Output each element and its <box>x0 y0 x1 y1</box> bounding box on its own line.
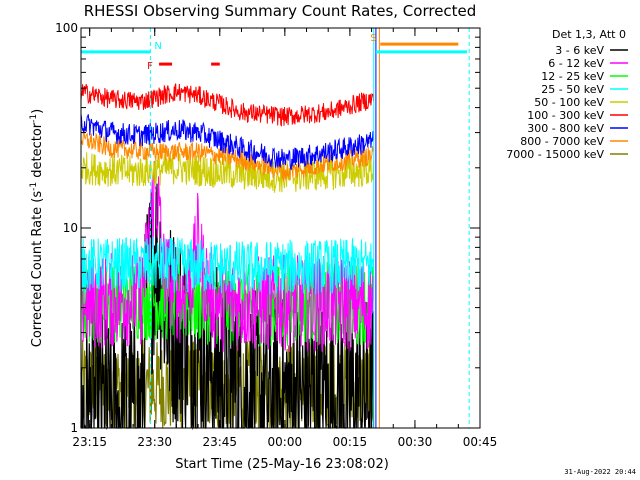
x-tick-label-0: 23:15 <box>72 435 107 449</box>
y-tick-label-2: 100 <box>55 21 78 35</box>
legend-label-0: 3 - 6 keV <box>555 44 604 57</box>
axis-marks: 1 10 100 23:15 23:30 23:45 00:00 00:15 00:30 00:4… <box>55 21 497 449</box>
flag-label-3: F <box>147 61 153 72</box>
x-tick-label-5: 00:30 <box>398 435 433 449</box>
x-tick-label-2: 23:45 <box>202 435 237 449</box>
series-line-4 <box>80 152 374 193</box>
series-line-1 <box>80 160 374 353</box>
series-line-3 <box>80 236 374 295</box>
series-line-6 <box>80 113 374 171</box>
legend-label-1: 6 - 12 keV <box>548 57 604 70</box>
legend-label-5: 100 - 300 keV <box>527 109 604 122</box>
flag-label-2: S <box>370 33 376 44</box>
y-tick-label-0: 1 <box>70 421 78 435</box>
plot-marks <box>80 83 375 431</box>
legend-label-7: 800 - 7000 keV <box>520 135 604 148</box>
legend-label-4: 50 - 100 keV <box>534 96 604 109</box>
y-axis-title: Corrected Count Rate (s-1 detector-1) <box>29 109 45 347</box>
series-line-5 <box>80 83 374 127</box>
x-tick-label-6: 00:45 <box>463 435 498 449</box>
x-tick-label-4: 00:15 <box>333 435 368 449</box>
legend-label-8: 7000 - 15000 keV <box>506 148 604 161</box>
legend-label-3: 25 - 50 keV <box>541 83 604 96</box>
legend-label-6: 300 - 800 keV <box>527 122 604 135</box>
x-axis-title: Start Time (25-May-16 23:08:02) <box>175 457 389 472</box>
chart-title: RHESSI Observing Summary Count Rates, Co… <box>84 2 477 20</box>
flag-marks: N S F <box>81 28 470 428</box>
timestamp-stamp: 31-Aug-2022 20:44 <box>564 468 636 476</box>
x-tick-label-3: 00:00 <box>268 435 303 449</box>
series-line-7 <box>80 129 374 182</box>
series-line-2 <box>80 259 374 347</box>
flag-label-0: N <box>154 41 161 52</box>
x-tick-label-1: 23:30 <box>137 435 172 449</box>
y-tick-label-1: 10 <box>63 221 78 235</box>
legend-header: Det 1,3, Att 0 <box>552 28 626 41</box>
legend-label-2: 12 - 25 keV <box>541 70 604 83</box>
